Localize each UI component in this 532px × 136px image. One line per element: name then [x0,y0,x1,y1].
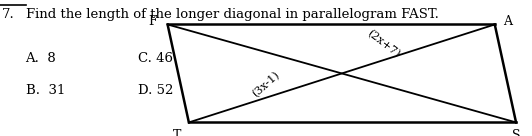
Text: Find the length of the longer diagonal in parallelogram FAST.: Find the length of the longer diagonal i… [26,8,438,21]
Text: D. 52: D. 52 [138,84,173,97]
Text: (3x-1): (3x-1) [251,69,281,99]
Text: 7.: 7. [2,8,14,21]
Text: (2x+7): (2x+7) [365,28,401,59]
Text: A.  8: A. 8 [26,52,56,65]
Text: A: A [503,15,512,28]
Text: F: F [148,15,157,28]
Text: C. 46: C. 46 [138,52,173,65]
Text: S: S [512,129,520,136]
Text: B.  31: B. 31 [26,84,65,97]
Text: T: T [172,129,181,136]
